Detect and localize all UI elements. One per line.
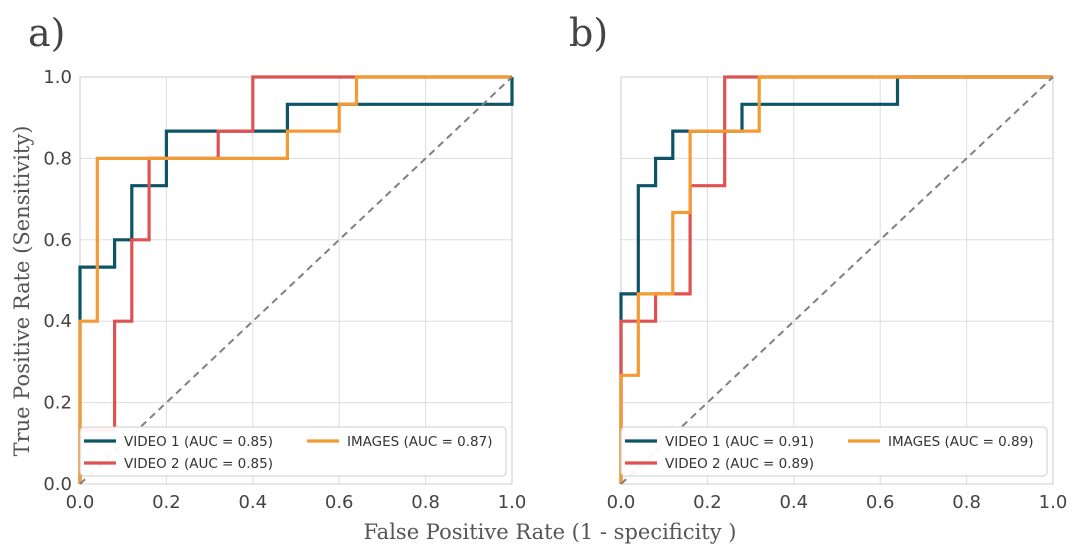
legend-entry: VIDEO 1 (AUC = 0.91) bbox=[665, 434, 814, 450]
legend-entry: VIDEO 2 (AUC = 0.85) bbox=[124, 456, 273, 472]
legend-box bbox=[79, 426, 507, 477]
chance-diagonal-line bbox=[79, 76, 513, 485]
x-tick-label: 1.0 bbox=[498, 492, 527, 513]
x-tick-label: 0.4 bbox=[779, 492, 808, 513]
y-axis-title: True Positive Rate (Sensitivity) bbox=[10, 126, 34, 457]
legend-entry: IMAGES (AUC = 0.87) bbox=[347, 434, 493, 450]
x-tick-label: 0.6 bbox=[866, 492, 895, 513]
legend-box bbox=[620, 426, 1048, 477]
legend-entry: VIDEO 2 (AUC = 0.89) bbox=[665, 456, 814, 472]
x-tick-label: 0.0 bbox=[66, 492, 95, 513]
x-tick-label: 0.6 bbox=[325, 492, 354, 513]
legend-entry: VIDEO 1 (AUC = 0.85) bbox=[124, 434, 273, 450]
x-tick-label: 1.0 bbox=[1039, 492, 1068, 513]
x-tick-label: 0.2 bbox=[693, 492, 722, 513]
x-tick-label: 0.4 bbox=[238, 492, 267, 513]
x-tick-label: 0.8 bbox=[411, 492, 440, 513]
series-line-video2 bbox=[619, 75, 1053, 484]
roc-panel-b: 0.0 0.2 0.4 0.6 0.8 1.0 b) VIDEO 1 (AUC = 0.91)… bbox=[569, 11, 1067, 513]
roc-panel-a: 0.0 0.2 0.4 0.6 0.8 1.0 0.0 0.2 0.4 0.6 0.8 1.0 a) VI… bbox=[28, 11, 526, 513]
legend: VIDEO 1 (AUC = 0.91) VIDEO 2 (AUC = 0.89)… bbox=[620, 426, 1048, 477]
y-tick-label: 0.4 bbox=[43, 311, 72, 332]
legend-entry: IMAGES (AUC = 0.89) bbox=[888, 434, 1034, 450]
x-tick-label: 0.8 bbox=[952, 492, 981, 513]
y-tick-label: 1.0 bbox=[43, 67, 72, 88]
series-line-images bbox=[619, 75, 1053, 484]
x-tick-label: 0.0 bbox=[607, 492, 636, 513]
y-tick-label: 0.2 bbox=[43, 393, 72, 414]
legend: VIDEO 1 (AUC = 0.85) VIDEO 2 (AUC = 0.85)… bbox=[79, 426, 507, 477]
panel-label: a) bbox=[28, 11, 65, 55]
series-line-video1 bbox=[78, 77, 514, 484]
y-tick-label: 0.6 bbox=[43, 230, 72, 251]
x-axis-title: False Positive Rate (1 - specificity ) bbox=[364, 520, 737, 544]
y-tick-label: 0.0 bbox=[43, 474, 72, 495]
y-tick-label: 0.8 bbox=[43, 148, 72, 169]
panel-label: b) bbox=[569, 11, 608, 55]
chance-diagonal-line bbox=[620, 76, 1054, 485]
x-tick-label: 0.2 bbox=[152, 492, 181, 513]
series-line-images bbox=[78, 75, 512, 484]
